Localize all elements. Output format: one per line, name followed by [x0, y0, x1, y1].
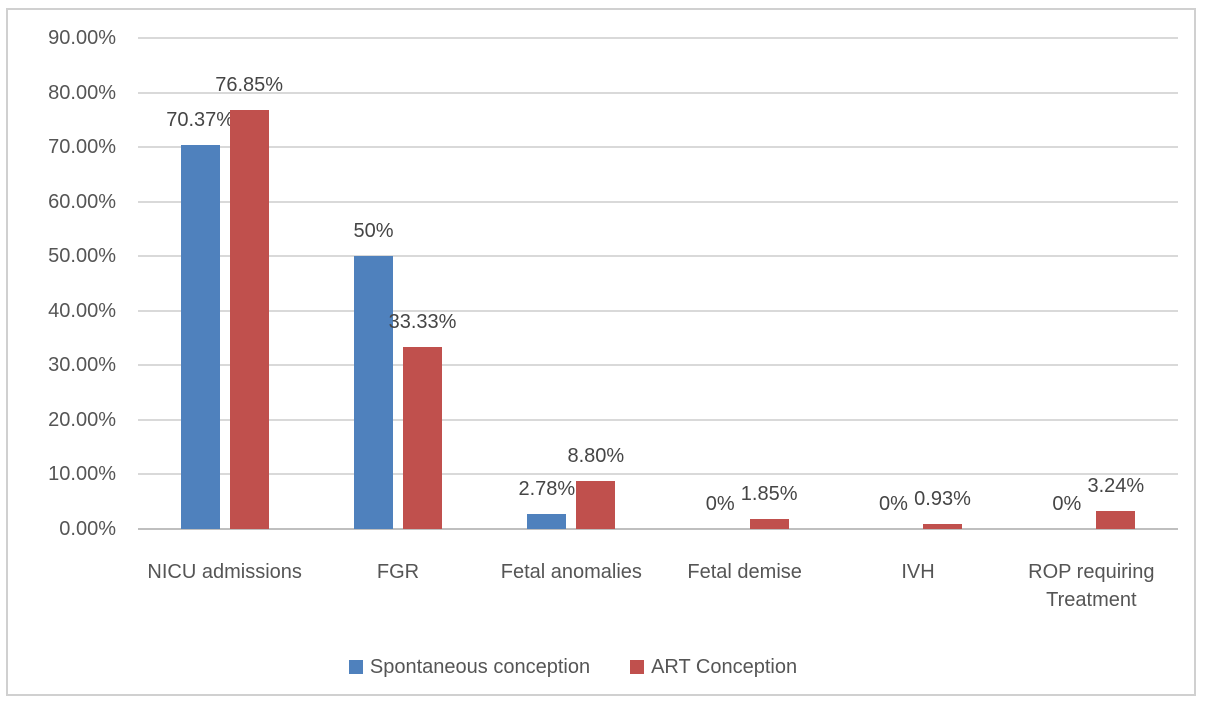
category-label: Fetal demise [687, 561, 802, 583]
bar-series2 [229, 109, 269, 529]
category-label: NICU admissions [147, 561, 302, 583]
category-label: ROP requiring Treatment [1028, 561, 1155, 611]
category-label: IVH [901, 561, 935, 583]
bar-series2 [576, 480, 616, 529]
gridline [138, 146, 1178, 149]
category-label: FGR [376, 561, 420, 583]
data-label: 8.80% [567, 444, 625, 467]
bar-series2 [403, 347, 442, 529]
category-label: Fetal anomalies [500, 561, 642, 583]
data-label: 70.37% [166, 109, 235, 132]
bar-series2 [923, 523, 962, 529]
bar-series1 [354, 256, 393, 529]
bar-series2 [1096, 511, 1136, 529]
bar-series1 [527, 513, 567, 529]
data-label: 1.85% [740, 482, 798, 505]
legend-swatch-icon [348, 660, 363, 674]
y-axis-tick-label: 90.00% [48, 27, 116, 49]
y-axis-tick-label: 40.00% [48, 299, 116, 322]
data-label: 33.33% [388, 311, 457, 334]
y-axis-tick-label: 50.00% [48, 245, 116, 268]
gridline [138, 364, 1178, 367]
y-axis-tick-label: 80.00% [48, 81, 116, 104]
data-label: 0% [705, 493, 735, 515]
y-axis-tick-label: 10.00% [48, 463, 116, 486]
data-label: 2.78% [518, 477, 576, 500]
data-label: 0% [879, 493, 908, 515]
data-label: 0% [1052, 493, 1082, 515]
y-axis-tick-label: 20.00% [48, 408, 116, 431]
bar-series2 [749, 518, 789, 529]
legend: Spontaneous conception ART Conception [0, 655, 1146, 679]
legend-item: Spontaneous conception [348, 655, 591, 679]
y-axis-tick-label: 70.00% [48, 136, 116, 159]
data-label: 0.93% [914, 487, 971, 510]
legend-label: ART Conception [651, 656, 798, 678]
data-label: 50% [353, 220, 394, 243]
legend-label: Spontaneous conception [369, 656, 591, 678]
y-axis-tick-label: 0.00% [59, 518, 116, 540]
x-axis-line [138, 528, 1178, 530]
data-label: 76.85% [215, 73, 284, 96]
y-axis-tick-label: 60.00% [48, 190, 116, 213]
gridline [138, 37, 1178, 39]
gridline [138, 473, 1178, 476]
gridline [138, 309, 1178, 312]
y-axis-tick-label: 30.00% [48, 354, 116, 377]
gridline [138, 418, 1178, 421]
gridline [138, 200, 1178, 203]
gridline [138, 255, 1178, 258]
bar-series1 [180, 145, 220, 529]
data-label: 3.24% [1087, 475, 1145, 498]
legend-item: ART Conception [630, 655, 797, 679]
legend-swatch-icon [630, 660, 645, 674]
gridline [138, 91, 1178, 94]
